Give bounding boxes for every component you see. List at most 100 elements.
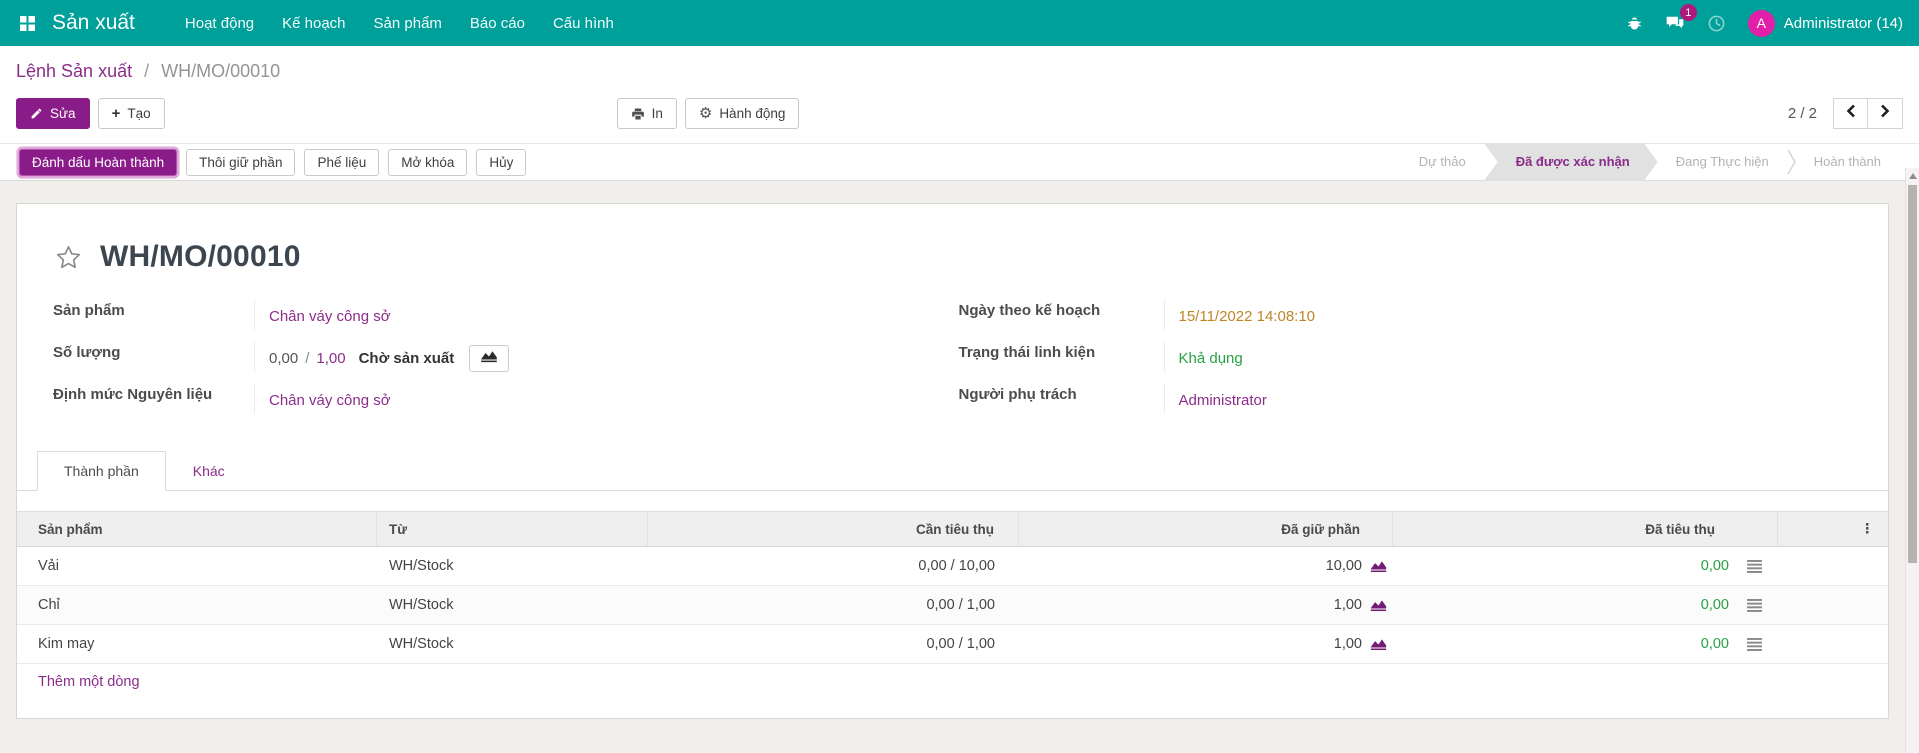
create-button[interactable]: + Tạo — [97, 98, 165, 129]
vertical-scrollbar[interactable] — [1905, 168, 1919, 753]
cell-from: WH/Stock — [389, 558, 454, 574]
consumed-value: 0,00 — [1700, 558, 1729, 574]
mark-done-button[interactable]: Đánh dấu Hoàn thành — [19, 148, 178, 176]
table-row-vai[interactable]: Vải WH/Stock 0,00 / 10,00 10,00 0,00 — [17, 547, 1888, 586]
field-group-right: Ngày theo kế hoạch 15/11/2022 14:08:10 T… — [959, 300, 1865, 426]
header-from[interactable]: Từ — [377, 512, 648, 546]
product-label: Sản phẩm — [53, 302, 125, 319]
topbar-systray: 1 A Administrator (14) — [1626, 4, 1903, 37]
pager-next-button[interactable] — [1868, 98, 1903, 129]
tab-others[interactable]: Khác — [166, 451, 252, 491]
app-name[interactable]: Sản xuất — [52, 11, 135, 34]
header-product[interactable]: Sản phẩm — [17, 512, 377, 546]
cell-product: Vải — [38, 558, 59, 574]
quantity-to-produce: 1,00 — [316, 349, 346, 367]
cell-reserved: 1,00 — [1019, 586, 1393, 624]
scrap-button[interactable]: Phế liệu — [304, 148, 380, 176]
quantity-separator: / — [305, 349, 310, 367]
cell-consumed: 0,00 — [1393, 625, 1778, 663]
bom-value-link[interactable]: Chân váy công sở — [269, 391, 391, 409]
unreserve-button[interactable]: Thôi giữ phần — [186, 148, 296, 176]
planned-date-value: 15/11/2022 14:08:10 — [1178, 307, 1316, 325]
cancel-button[interactable]: Hủy — [476, 148, 527, 176]
pager-previous-button[interactable] — [1833, 98, 1868, 129]
title-row: WH/MO/00010 — [17, 204, 1888, 274]
forecast-area-chart-icon[interactable] — [1370, 638, 1387, 651]
record-title: WH/MO/00010 — [100, 240, 301, 273]
debug-bug-icon[interactable] — [1626, 15, 1643, 32]
reserved-value: 1,00 — [1333, 597, 1362, 613]
unlock-button[interactable]: Mở khóa — [388, 148, 468, 176]
status-steps: Dự thảo Đã được xác nhận Đang Thực hiện … — [1401, 143, 1899, 181]
field-responsible: Người phụ trách Administrator — [959, 384, 1865, 426]
breadcrumb: Lệnh Sản xuất / WH/MO/00010 — [16, 46, 1903, 88]
menu-san-pham[interactable]: Sản phẩm — [373, 14, 442, 32]
bom-label: Định mức Nguyên liệu — [53, 386, 213, 403]
table-row-chi[interactable]: Chỉ WH/Stock 0,00 / 1,00 1,00 0,00 — [17, 586, 1888, 625]
pager-count[interactable]: 2 / 2 — [1787, 105, 1817, 122]
components-table: Sản phẩm Từ Cần tiêu thụ Đã giữ phần Đã … — [17, 511, 1888, 700]
print-button[interactable]: In — [616, 98, 677, 129]
breadcrumb-parent[interactable]: Lệnh Sản xuất — [16, 61, 133, 81]
step-draft[interactable]: Dự thảo — [1418, 154, 1466, 169]
user-name: Administrator (14) — [1783, 14, 1903, 32]
move-lines-list-icon[interactable] — [1747, 637, 1762, 651]
forecast-report-button[interactable] — [469, 344, 510, 372]
statusbar-buttons: Đánh dấu Hoàn thành Thôi giữ phần Phế li… — [16, 148, 527, 176]
cell-consumed: 0,00 — [1393, 586, 1778, 624]
favorite-star-icon[interactable] — [55, 244, 82, 271]
column-options-icon[interactable]: ⋮ — [1860, 521, 1875, 536]
header-reserved[interactable]: Đã giữ phần — [1019, 512, 1393, 546]
field-group-left: Sản phẩm Chân váy công sở Số lượng 0,00 … — [53, 300, 959, 426]
responsible-label: Người phụ trách — [958, 386, 1077, 403]
menu-bao-cao[interactable]: Báo cáo — [469, 14, 525, 32]
table-row-kim-may[interactable]: Kim may WH/Stock 0,00 / 1,00 1,00 0,00 — [17, 625, 1888, 664]
header-consumed[interactable]: Đã tiêu thụ — [1393, 512, 1778, 546]
cell-to-consume: 0,00 / 10,00 — [918, 558, 995, 574]
create-button-label: Tạo — [127, 106, 151, 121]
cell-empty — [1778, 586, 1888, 624]
control-panel-center: In ⚙ Hành động — [616, 98, 800, 129]
menu-ke-hoach[interactable]: Kế hoạch — [282, 14, 346, 32]
component-status-label: Trạng thái linh kiện — [958, 344, 1096, 361]
menu-cau-hinh[interactable]: Cấu hình — [552, 14, 614, 32]
action-button[interactable]: ⚙ Hành động — [684, 98, 800, 129]
form-view: WH/MO/00010 Sản phẩm Chân váy công sở Số… — [0, 181, 1919, 728]
tab-components[interactable]: Thành phần — [37, 451, 166, 491]
add-a-line-link[interactable]: Thêm một dòng — [38, 674, 140, 690]
apps-grid-icon[interactable] — [14, 10, 40, 36]
edit-button-label: Sửa — [50, 106, 76, 121]
control-panel: Lệnh Sản xuất / WH/MO/00010 Sửa + Tạo In… — [0, 46, 1919, 143]
table-header-row: Sản phẩm Từ Cần tiêu thụ Đã giữ phần Đã … — [17, 511, 1888, 547]
activities-clock-icon[interactable] — [1707, 14, 1726, 33]
plus-icon: + — [111, 105, 121, 122]
print-button-label: In — [651, 106, 663, 121]
scrollbar-up-arrow[interactable] — [1906, 168, 1919, 183]
action-button-label: Hành động — [719, 106, 786, 121]
printer-icon — [631, 107, 645, 121]
cell-to-consume: 0,00 / 1,00 — [926, 636, 995, 652]
area-chart-icon — [480, 350, 498, 367]
responsible-value-link[interactable]: Administrator — [1178, 391, 1267, 409]
step-in-progress[interactable]: Đang Thực hiện — [1675, 154, 1769, 169]
menu-hoat-dong[interactable]: Hoạt động — [184, 14, 255, 32]
forecast-area-chart-icon[interactable] — [1370, 560, 1387, 573]
edit-button[interactable]: Sửa — [16, 98, 90, 129]
forecast-area-chart-icon[interactable] — [1370, 599, 1387, 612]
cell-empty — [1778, 547, 1888, 585]
step-confirmed[interactable]: Đã được xác nhận — [1484, 143, 1658, 181]
cell-to-consume: 0,00 / 1,00 — [926, 597, 995, 613]
reserved-value: 10,00 — [1325, 558, 1362, 574]
messages-icon[interactable]: 1 — [1665, 4, 1697, 33]
control-panel-buttons: Sửa + Tạo In ⚙ Hành động 2 / 2 — [16, 88, 1903, 143]
pencil-icon — [30, 107, 43, 120]
user-menu[interactable]: A Administrator (14) — [1747, 9, 1903, 37]
step-done[interactable]: Hoàn thành — [1813, 154, 1881, 169]
scrollbar-thumb[interactable] — [1908, 185, 1917, 563]
header-to-consume[interactable]: Cần tiêu thụ — [648, 512, 1019, 546]
statusbar: Đánh dấu Hoàn thành Thôi giữ phần Phế li… — [0, 143, 1919, 181]
move-lines-list-icon[interactable] — [1747, 598, 1762, 612]
product-value-link[interactable]: Chân váy công sở — [269, 307, 391, 325]
move-lines-list-icon[interactable] — [1747, 559, 1762, 573]
field-product: Sản phẩm Chân váy công sở — [53, 300, 959, 342]
